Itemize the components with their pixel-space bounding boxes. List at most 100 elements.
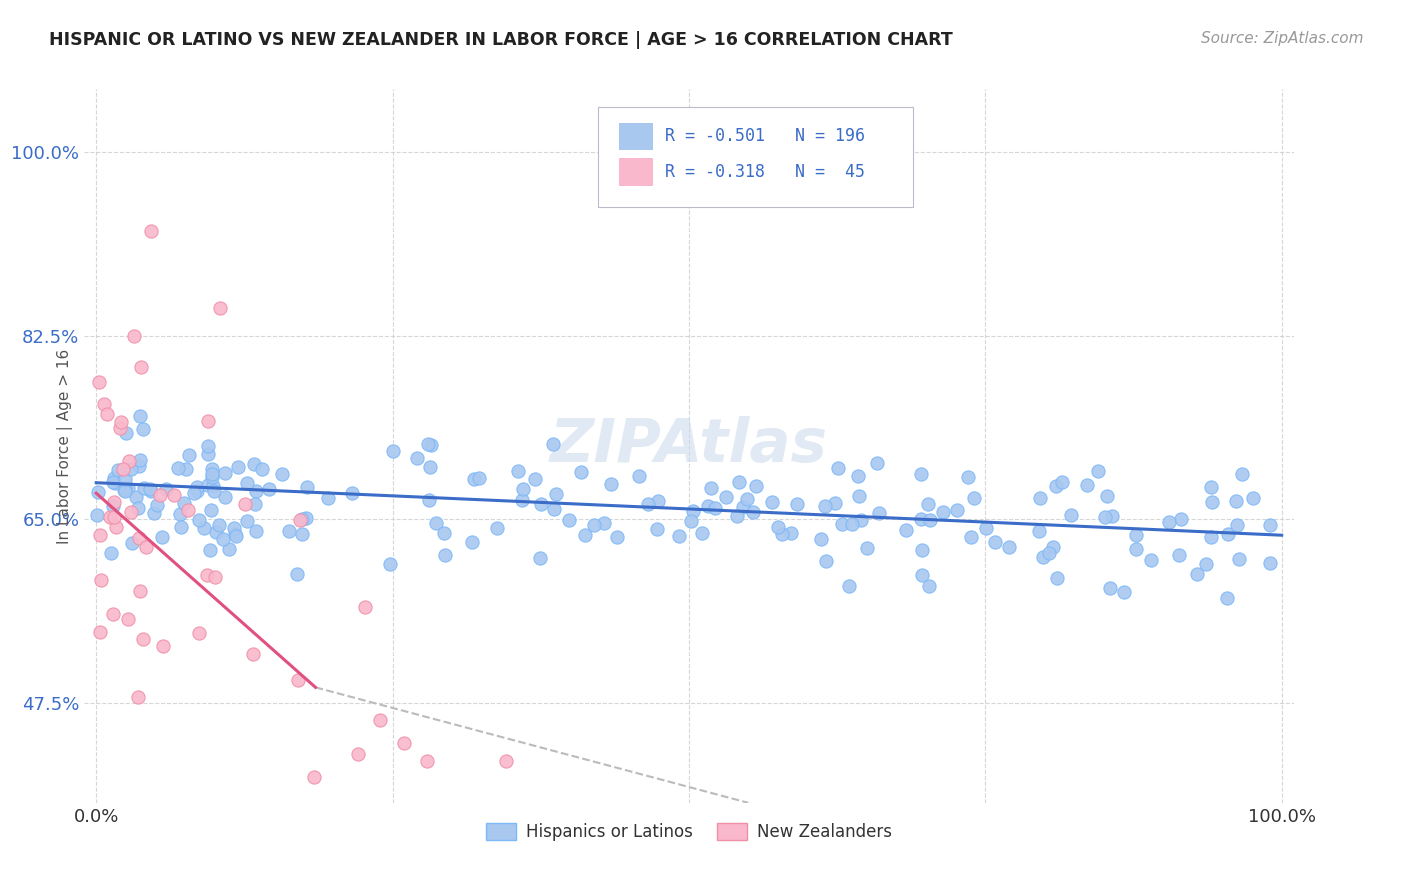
- Point: [508, 464, 530, 478]
- Point: [1227, 551, 1250, 566]
- Point: [920, 512, 942, 526]
- Point: [425, 516, 447, 530]
- Point: [115, 426, 138, 441]
- Point: [152, 639, 174, 653]
- Point: [243, 457, 266, 471]
- Point: [910, 467, 932, 482]
- Point: [174, 462, 197, 476]
- Point: [127, 690, 149, 705]
- Point: [197, 478, 219, 492]
- Point: [406, 451, 429, 466]
- Point: [894, 523, 917, 537]
- Point: [770, 526, 793, 541]
- Point: [960, 530, 983, 544]
- Point: [173, 496, 195, 510]
- Point: [128, 458, 150, 473]
- Point: [179, 448, 201, 462]
- Point: [541, 437, 564, 451]
- Point: [107, 463, 129, 477]
- Point: [218, 542, 240, 557]
- Point: [1258, 556, 1281, 570]
- Point: [112, 483, 135, 497]
- Point: [592, 516, 614, 530]
- Point: [543, 502, 565, 516]
- Point: [139, 224, 162, 238]
- Point: [124, 328, 146, 343]
- Point: [838, 579, 860, 593]
- Point: [1159, 515, 1181, 529]
- Point: [114, 481, 136, 495]
- Point: [851, 513, 873, 527]
- Point: [132, 422, 155, 436]
- Point: [195, 568, 218, 582]
- Point: [201, 470, 224, 484]
- Point: [129, 360, 152, 375]
- Point: [911, 543, 934, 558]
- Point: [786, 497, 808, 511]
- Point: [139, 482, 162, 496]
- Point: [1140, 553, 1163, 567]
- Point: [208, 517, 231, 532]
- Point: [120, 462, 142, 476]
- Point: [1260, 518, 1282, 533]
- Point: [128, 453, 150, 467]
- Point: [200, 503, 222, 517]
- Point: [187, 513, 209, 527]
- Point: [815, 554, 838, 568]
- Point: [918, 579, 941, 593]
- Point: [233, 497, 256, 511]
- Point: [1045, 479, 1067, 493]
- Point: [582, 517, 605, 532]
- Point: [419, 460, 441, 475]
- Point: [346, 747, 368, 762]
- Text: R = -0.501   N = 196: R = -0.501 N = 196: [665, 128, 865, 145]
- Y-axis label: In Labor Force | Age > 16: In Labor Force | Age > 16: [58, 349, 73, 543]
- Point: [242, 647, 264, 661]
- Point: [692, 525, 714, 540]
- Point: [117, 454, 139, 468]
- Point: [104, 519, 127, 533]
- Point: [103, 476, 125, 491]
- Point: [731, 500, 754, 514]
- Point: [101, 607, 124, 622]
- Point: [100, 510, 122, 524]
- Text: HISPANIC OR LATINO VS NEW ZEALANDER IN LABOR FORCE | AGE > 16 CORRELATION CHART: HISPANIC OR LATINO VS NEW ZEALANDER IN L…: [49, 31, 953, 49]
- Point: [183, 486, 205, 500]
- Point: [1045, 571, 1067, 585]
- Point: [295, 511, 318, 525]
- Point: [86, 508, 108, 522]
- Text: R = -0.318   N =  45: R = -0.318 N = 45: [665, 163, 865, 181]
- Point: [150, 530, 173, 544]
- Point: [197, 413, 219, 427]
- Point: [824, 496, 846, 510]
- Point: [204, 524, 226, 539]
- Point: [737, 492, 759, 507]
- Point: [974, 521, 997, 535]
- Point: [108, 421, 131, 435]
- Point: [169, 520, 191, 534]
- Point: [288, 513, 311, 527]
- Point: [1101, 509, 1123, 524]
- Point: [910, 511, 932, 525]
- Point: [212, 532, 235, 546]
- Point: [546, 487, 568, 501]
- Point: [779, 525, 801, 540]
- Point: [728, 475, 751, 489]
- Point: [418, 493, 440, 508]
- Point: [866, 456, 889, 470]
- Point: [1185, 567, 1208, 582]
- Point: [146, 498, 169, 512]
- Point: [1099, 581, 1122, 595]
- Point: [814, 500, 837, 514]
- Point: [93, 397, 115, 411]
- Point: [1042, 540, 1064, 554]
- Point: [214, 466, 236, 480]
- Point: [1050, 475, 1073, 490]
- Point: [463, 472, 485, 486]
- Point: [1076, 477, 1098, 491]
- FancyBboxPatch shape: [619, 123, 652, 150]
- Point: [186, 483, 208, 498]
- Point: [1097, 489, 1119, 503]
- Point: [100, 546, 122, 560]
- Point: [394, 736, 416, 750]
